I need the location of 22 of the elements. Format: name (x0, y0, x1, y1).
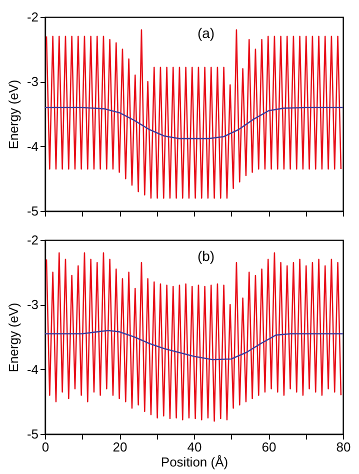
y-axis-title: Energy (eV) (6, 302, 21, 372)
y-tick-label: -4 (26, 138, 38, 154)
y-tick-label: -2 (26, 10, 38, 24)
x-tick-label: 80 (336, 440, 351, 454)
line-series (45, 330, 343, 360)
y-tick-label: -2 (26, 232, 38, 248)
y-axis-title: Energy (eV) (6, 80, 21, 150)
y-tick-label: -4 (26, 362, 38, 377)
x-axis-title: Position (Å) (160, 454, 228, 470)
y-tick-label: -5 (26, 204, 38, 218)
annotation: (b) (197, 248, 215, 264)
line-series (45, 106, 343, 140)
y-tick-label: -3 (26, 297, 38, 312)
line-series (46, 252, 342, 422)
x-tick-label: 0 (42, 440, 50, 454)
y-tick-label: -5 (26, 426, 38, 442)
x-tick-label: 60 (262, 440, 276, 454)
x-tick-label: 40 (187, 440, 202, 454)
y-tick-label: -3 (26, 74, 38, 90)
annotation: (a) (197, 25, 215, 41)
line-series (46, 29, 342, 199)
x-tick-label: 20 (112, 440, 128, 454)
